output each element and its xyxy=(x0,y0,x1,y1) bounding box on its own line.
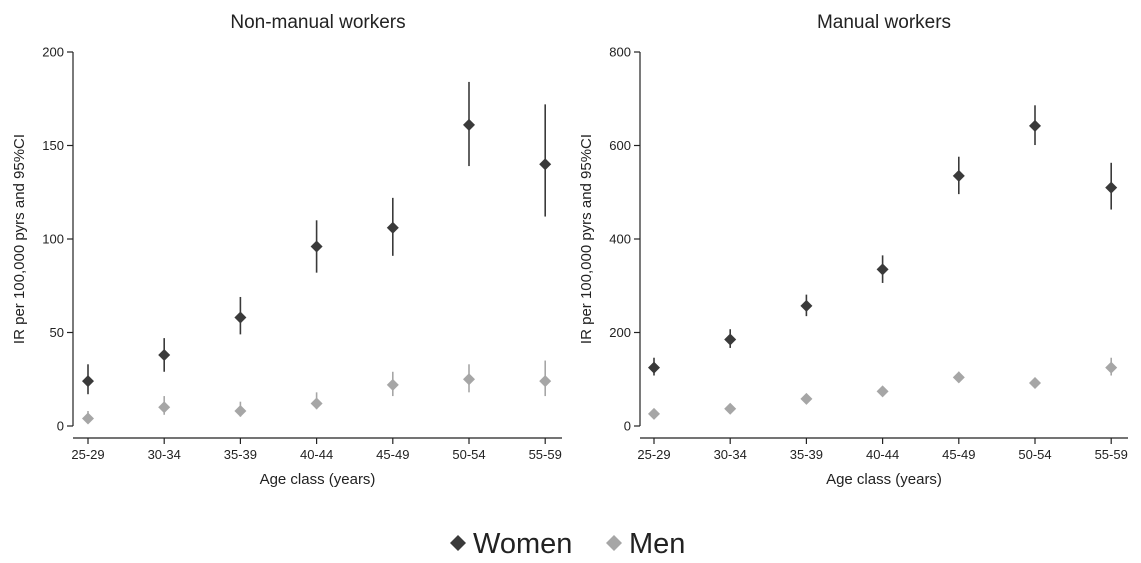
women-marker xyxy=(539,158,552,171)
women-marker xyxy=(724,333,737,346)
women-marker xyxy=(386,221,399,234)
x-tick-label: 35-39 xyxy=(224,447,257,462)
legend-men-marker xyxy=(606,535,622,551)
women-marker xyxy=(800,299,813,312)
x-tick-label: 25-29 xyxy=(637,447,670,462)
men-marker xyxy=(463,373,475,386)
x-tick-label: 55-59 xyxy=(1095,447,1128,462)
women-marker xyxy=(463,118,475,131)
y-tick-label: 400 xyxy=(609,232,631,247)
women-marker xyxy=(648,361,660,374)
y-axis-title: IR per 100,000 pyrs and 95%CI xyxy=(11,134,28,344)
panel-non-manual: Non-manual workers 0 50 100 150 200 25-29 30-34… xyxy=(11,12,562,488)
women-marker xyxy=(1029,119,1041,132)
x-tick-label: 40-44 xyxy=(866,447,899,462)
men-marker xyxy=(876,385,889,398)
y-tick-label: 600 xyxy=(609,138,631,153)
men-marker xyxy=(539,375,552,388)
women-marker xyxy=(82,375,94,388)
legend-women-marker xyxy=(450,535,466,551)
x-tick-label: 30-34 xyxy=(714,447,747,462)
x-tick-label: 55-59 xyxy=(529,447,562,462)
women-marker xyxy=(876,263,889,276)
men-marker xyxy=(952,371,965,384)
men-marker xyxy=(310,397,323,410)
x-tick-label: 50-54 xyxy=(452,447,485,462)
y-tick-label: 800 xyxy=(609,45,631,60)
x-tick-label: 50-54 xyxy=(1018,447,1051,462)
men-marker xyxy=(158,401,171,414)
men-marker xyxy=(648,407,660,420)
women-marker xyxy=(1105,181,1118,194)
x-tick-label: 35-39 xyxy=(790,447,823,462)
y-tick-label: 100 xyxy=(42,232,64,247)
men-marker xyxy=(234,405,247,418)
panel-title: Non-manual workers xyxy=(230,12,405,33)
panel-title: Manual workers xyxy=(817,12,951,33)
x-tick-label: 40-44 xyxy=(300,447,333,462)
y-axis-title: IR per 100,000 pyrs and 95%CI xyxy=(578,134,595,344)
women-marker xyxy=(952,169,965,182)
men-marker xyxy=(1105,361,1118,374)
legend-women-label: Women xyxy=(473,528,572,558)
y-tick-label: 0 xyxy=(57,419,64,434)
x-tick-label: 30-34 xyxy=(148,447,181,462)
women-marker xyxy=(310,240,323,253)
men-marker xyxy=(1029,376,1041,389)
men-marker xyxy=(82,412,94,425)
men-marker xyxy=(386,378,399,391)
women-marker xyxy=(234,311,247,324)
y-tick-label: 200 xyxy=(42,45,64,60)
panel-manual: Manual workers 0 200 400 600 800 25-29 30-34 35-… xyxy=(578,12,1128,488)
women-marker xyxy=(158,348,171,361)
men-marker xyxy=(800,392,813,405)
x-tick-label: 45-49 xyxy=(942,447,975,462)
x-tick-label: 25-29 xyxy=(71,447,104,462)
y-tick-label: 0 xyxy=(624,419,631,434)
legend-men-label: Men xyxy=(629,528,685,558)
y-tick-label: 200 xyxy=(609,325,631,340)
y-tick-label: 50 xyxy=(50,325,64,340)
men-marker xyxy=(724,402,737,415)
y-tick-label: 150 xyxy=(42,138,64,153)
x-axis-title: Age class (years) xyxy=(826,471,942,488)
legend: Women Men xyxy=(450,528,685,560)
x-axis-title: Age class (years) xyxy=(260,471,376,488)
x-tick-label: 45-49 xyxy=(376,447,409,462)
